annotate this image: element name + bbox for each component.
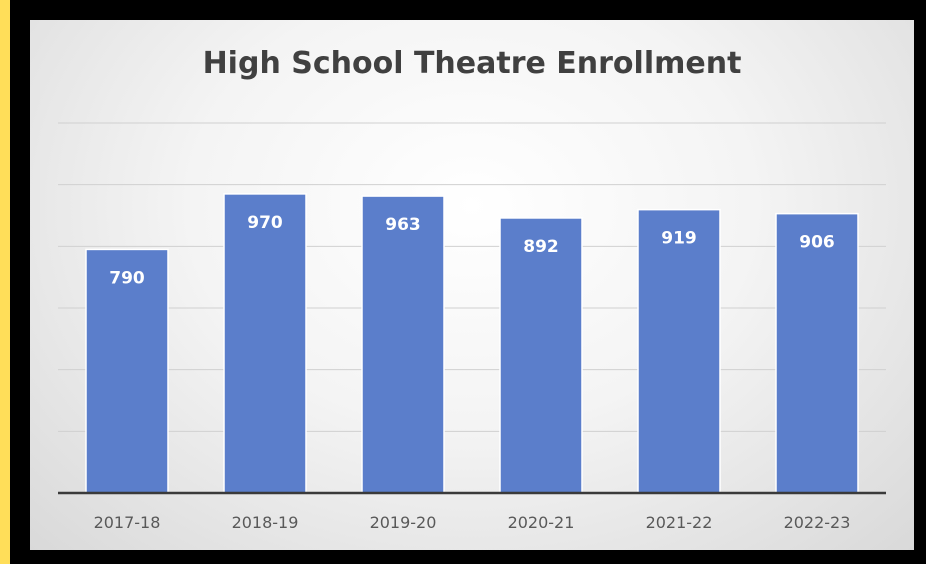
bar-2020-21 [499,217,583,494]
x-tick-label-2020-21: 2020-21 [508,513,575,532]
bar-chart: 790 970 963 892 919 906 2017-18 2018-19 2019-20… [58,122,886,532]
page-border [0,0,10,564]
x-tick-label-2021-22: 2021-22 [646,513,713,532]
data-label-2019-20: 963 [385,215,421,235]
bar-2019-20 [361,195,445,494]
data-label-2017-18: 790 [109,268,145,288]
bars: 790 970 963 892 919 906 [85,193,859,494]
x-axis: 2017-18 2018-19 2019-20 2020-21 2021-22 2022-… [58,491,886,532]
data-label-2020-21: 892 [523,237,559,257]
gridlines [58,122,886,432]
bar-2017-18 [85,248,169,494]
x-tick-label-2018-19: 2018-19 [232,513,299,532]
x-tick-label-2017-18: 2017-18 [94,513,161,532]
x-tick-label-2022-23: 2022-23 [784,513,851,532]
bar-2018-19 [223,193,307,494]
chart-title: High School Theatre Enrollment [202,46,742,81]
x-tick-label-2019-20: 2019-20 [370,513,437,532]
data-label-2021-22: 919 [661,229,697,249]
chart-panel: High School Theatre Enrollment 790 970 963… [30,20,914,550]
bar-2021-22 [637,208,721,494]
data-label-2018-19: 970 [247,213,283,233]
data-label-2022-23: 906 [799,233,835,253]
bar-2022-23 [775,212,859,494]
